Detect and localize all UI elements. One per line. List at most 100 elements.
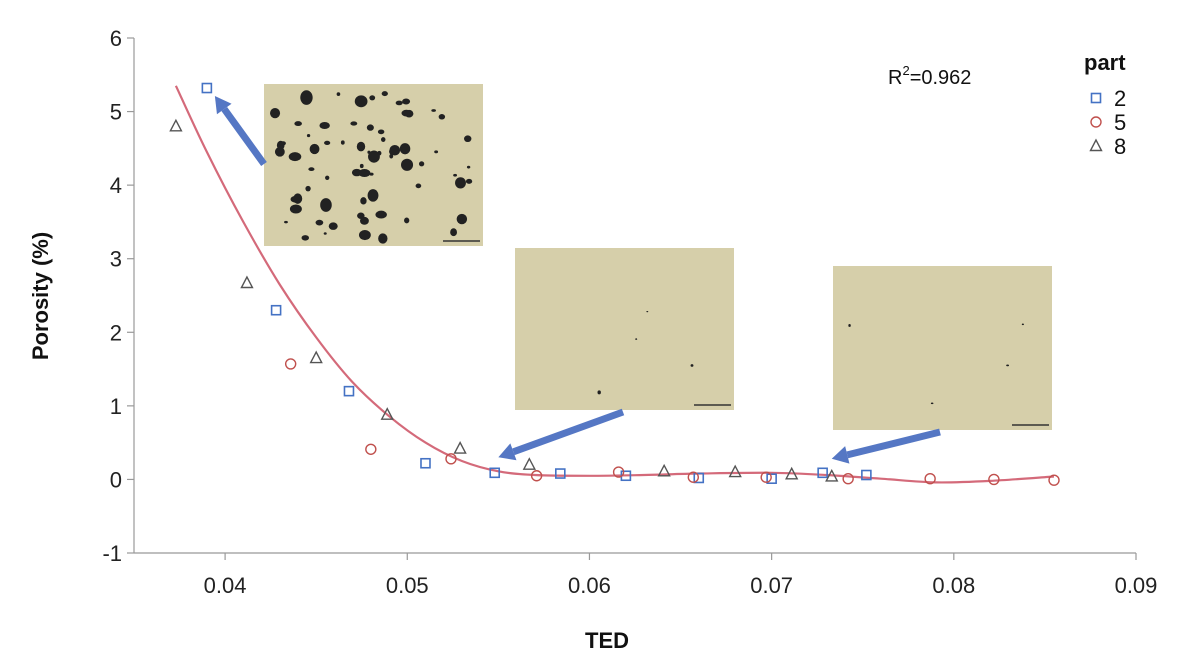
- pore: [455, 177, 466, 189]
- data-point-part-8: [309, 350, 323, 364]
- pore: [635, 338, 638, 340]
- y-tick-label: 4: [110, 173, 122, 198]
- pore: [401, 109, 412, 117]
- arrow-head: [498, 443, 517, 461]
- data-point-part-2: [489, 467, 501, 479]
- pore: [465, 178, 473, 184]
- micrograph-background: [264, 84, 483, 246]
- pore: [1021, 323, 1024, 326]
- data-point-part-2: [343, 385, 355, 397]
- arrow-head: [831, 446, 850, 464]
- pore: [360, 197, 367, 205]
- data-point-part-8: [825, 468, 839, 482]
- pore: [306, 134, 311, 138]
- pore: [319, 121, 330, 130]
- y-tick-label: 5: [110, 100, 122, 125]
- pore: [325, 175, 330, 181]
- pore: [358, 169, 371, 177]
- pore: [438, 114, 446, 120]
- data-point-part-8: [380, 407, 394, 420]
- arrow-head: [214, 96, 232, 115]
- pore: [324, 140, 331, 146]
- r-squared-superscript: 2: [902, 63, 909, 78]
- data-point-part-8: [657, 463, 671, 477]
- pore: [301, 235, 309, 241]
- r-squared-prefix: R: [888, 67, 902, 89]
- y-tick-label: 0: [110, 467, 122, 492]
- pore: [450, 228, 457, 237]
- data-points-layer: [169, 82, 1060, 486]
- pore: [366, 124, 374, 131]
- data-point-part-8: [240, 275, 254, 289]
- data-point-part-2: [270, 304, 282, 316]
- data-point-part-5: [988, 473, 1000, 486]
- pore: [340, 140, 345, 145]
- pore: [356, 141, 366, 152]
- x-tick-label: 0.06: [568, 573, 611, 598]
- pore: [360, 216, 369, 225]
- pore: [401, 158, 414, 171]
- y-axis-title: Porosity (%): [28, 232, 53, 360]
- data-point-part-5: [612, 466, 625, 478]
- x-tick-label: 0.07: [750, 573, 793, 598]
- pore: [358, 230, 371, 241]
- pore: [402, 98, 411, 105]
- pore: [276, 140, 285, 150]
- pore: [381, 91, 388, 97]
- pore: [369, 95, 376, 101]
- data-point-part-8: [728, 464, 742, 478]
- legend: part 258: [1084, 50, 1126, 159]
- pore: [395, 100, 403, 106]
- legend-label-part-2: 2: [1114, 86, 1126, 111]
- pore: [848, 324, 851, 327]
- pore: [434, 150, 439, 154]
- x-axis-title: TED: [585, 628, 629, 653]
- pore: [399, 143, 411, 155]
- data-point-part-8: [453, 441, 467, 454]
- pore: [404, 217, 410, 224]
- data-point-part-2: [201, 82, 213, 94]
- data-point-part-8: [785, 466, 799, 480]
- pore: [368, 150, 380, 163]
- pore: [453, 173, 458, 177]
- pore: [466, 165, 471, 169]
- legend-title: part: [1084, 50, 1126, 75]
- x-tick-label: 0.08: [932, 573, 975, 598]
- arrow-shaft: [512, 408, 625, 456]
- arrow-shaft: [846, 428, 941, 459]
- chart-axes: -1 0 1 2 3 4 5 6 0.04 0.05 0.06 0.07 0.08 0.09: [102, 26, 1157, 598]
- data-point-part-2: [766, 473, 777, 484]
- arrow-shaft: [221, 106, 267, 167]
- data-point-part-2: [420, 457, 431, 469]
- pore: [690, 364, 694, 367]
- pore: [389, 153, 394, 159]
- micrograph-background: [515, 248, 734, 410]
- x-tick-label: 0.09: [1115, 573, 1158, 598]
- x-tick-label: 0.05: [386, 573, 429, 598]
- legend-marker-part-5: [1090, 116, 1102, 128]
- pore: [378, 233, 388, 244]
- pore: [389, 145, 401, 156]
- data-point-part-2: [817, 467, 828, 479]
- pore: [597, 390, 601, 395]
- legend-label-part-8: 8: [1114, 134, 1126, 159]
- data-point-part-5: [842, 472, 854, 485]
- micrograph-low-porosity-right: [831, 266, 1052, 464]
- pore: [375, 210, 387, 219]
- pore: [336, 92, 341, 97]
- pore: [323, 232, 327, 235]
- pore: [303, 94, 307, 97]
- data-point-part-5: [1048, 474, 1060, 486]
- r-squared-annotation: R2=0.962: [888, 63, 971, 89]
- pore: [270, 108, 281, 119]
- pore: [1006, 364, 1010, 367]
- pore: [288, 152, 302, 162]
- pore: [305, 185, 311, 192]
- data-point-part-8: [522, 457, 536, 470]
- data-point-part-5: [530, 470, 543, 482]
- pore: [350, 121, 358, 126]
- data-point-part-8: [169, 118, 183, 132]
- pore: [431, 109, 436, 112]
- legend-marker-part-2: [1090, 92, 1102, 104]
- pore: [380, 137, 386, 142]
